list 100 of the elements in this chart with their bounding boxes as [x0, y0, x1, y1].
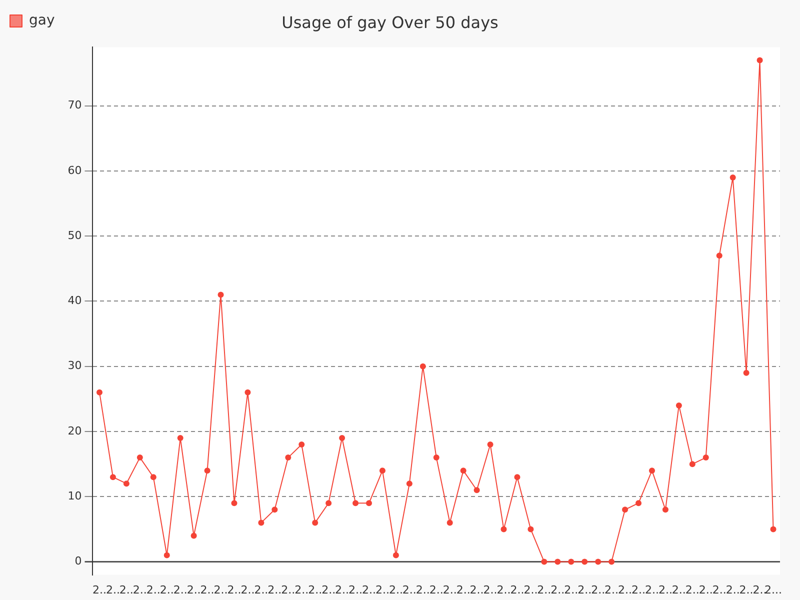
point: [636, 500, 642, 506]
x-tick-label: 2..: [132, 583, 147, 596]
x-tick-label: 2..: [268, 583, 282, 596]
x-tick-label: 2..: [591, 583, 606, 596]
point: [177, 435, 184, 442]
point: [406, 480, 412, 487]
x-tick-label: 2..: [240, 583, 255, 596]
y-tick-label: 30: [68, 359, 82, 372]
point: [528, 526, 534, 532]
x-tick-label: 2..: [550, 583, 565, 596]
x-tick-label: 2..: [632, 583, 646, 596]
x-tick-label: 2..: [92, 583, 106, 596]
x-tick-label: 2..: [739, 583, 754, 596]
point: [298, 442, 305, 448]
point: [474, 487, 480, 494]
x-tick-label: 2..: [200, 583, 214, 596]
x-tick-label: 2..: [416, 583, 430, 596]
point: [258, 520, 264, 526]
x-tick-label: 2..: [402, 583, 416, 596]
x-tick-label: 2..: [524, 583, 538, 596]
point: [312, 520, 318, 526]
point: [433, 454, 440, 461]
y-tick-label: 20: [68, 424, 82, 438]
x-tick-label: 2...: [764, 583, 782, 596]
point: [648, 468, 655, 474]
point: [582, 558, 588, 565]
point: [204, 468, 210, 474]
point: [190, 532, 197, 539]
x-tick-label: 2..: [322, 583, 336, 596]
x-tick-label: 2..: [712, 583, 726, 596]
point: [702, 454, 709, 461]
y-tick-label: 10: [68, 489, 82, 502]
x-tick-label: 2..: [537, 583, 552, 596]
x-tick-label: 2..: [388, 583, 403, 596]
point: [487, 442, 494, 448]
x-tick-label: 2..: [362, 583, 376, 596]
legend-label: gay: [29, 12, 55, 29]
point: [96, 389, 102, 396]
x-tick-label: 2..: [160, 583, 174, 596]
x-tick-label: 2..: [281, 583, 296, 596]
x-tick-label: 2..: [726, 583, 740, 596]
x-tick-label: 2..: [470, 583, 484, 596]
point: [136, 454, 143, 461]
x-tick-label: 2..: [348, 583, 363, 596]
x-tick-label: 2..: [483, 583, 498, 596]
x-tick-label: 2..: [227, 583, 242, 596]
point: [272, 506, 278, 513]
point: [662, 506, 668, 513]
x-tick-label: 2..: [658, 583, 672, 596]
point: [622, 506, 628, 513]
x-tick-label: 2..: [604, 583, 619, 596]
point: [554, 558, 561, 565]
point: [743, 370, 750, 376]
point: [446, 520, 453, 526]
point: [420, 363, 426, 370]
x-tick-label: 2..: [564, 583, 578, 596]
point: [608, 558, 615, 565]
point: [730, 174, 736, 180]
x-tick-label: 2..: [429, 583, 444, 596]
x-tick-label: 2..: [186, 583, 201, 596]
x-tick-label: 2..: [375, 583, 390, 596]
chart-title: Usage of gay Over 50 days: [282, 12, 498, 32]
x-tick-label: 2..: [254, 583, 268, 596]
x-tick-label: 2..: [672, 583, 686, 596]
point: [568, 558, 574, 565]
point: [285, 454, 292, 461]
y-tick-label: 60: [68, 164, 82, 177]
x-tick-label: 2..: [106, 583, 120, 596]
x-tick-label: 2..: [510, 583, 524, 596]
x-tick-label: 2..: [442, 583, 457, 596]
x-tick-label: 2..: [294, 583, 309, 596]
point: [339, 435, 346, 442]
x-tick-label: 2..: [146, 583, 160, 596]
point: [541, 558, 548, 565]
point: [514, 474, 520, 480]
point: [716, 252, 722, 259]
point: [231, 500, 238, 506]
point: [352, 500, 359, 506]
x-tick-label: 2..: [214, 583, 228, 596]
x-tick-label: 2..: [335, 583, 350, 596]
point: [164, 552, 170, 558]
x-tick-label: 2..: [578, 583, 592, 596]
point: [392, 552, 399, 558]
y-tick-label: 0: [74, 554, 82, 568]
point: [460, 468, 466, 474]
x-tick-label: 2..: [685, 583, 700, 596]
point: [595, 558, 602, 565]
point: [756, 57, 763, 64]
point: [218, 292, 224, 298]
x-tick-label: 2..: [456, 583, 470, 596]
point: [500, 526, 507, 532]
point: [326, 500, 332, 506]
x-tick-label: 2..: [308, 583, 322, 596]
point: [366, 500, 372, 506]
x-tick-label: 2..: [618, 583, 632, 596]
y-tick-label: 40: [68, 294, 82, 308]
x-tick-label: 2..: [496, 583, 511, 596]
point: [770, 526, 776, 532]
point: [150, 474, 156, 480]
point: [110, 474, 116, 480]
